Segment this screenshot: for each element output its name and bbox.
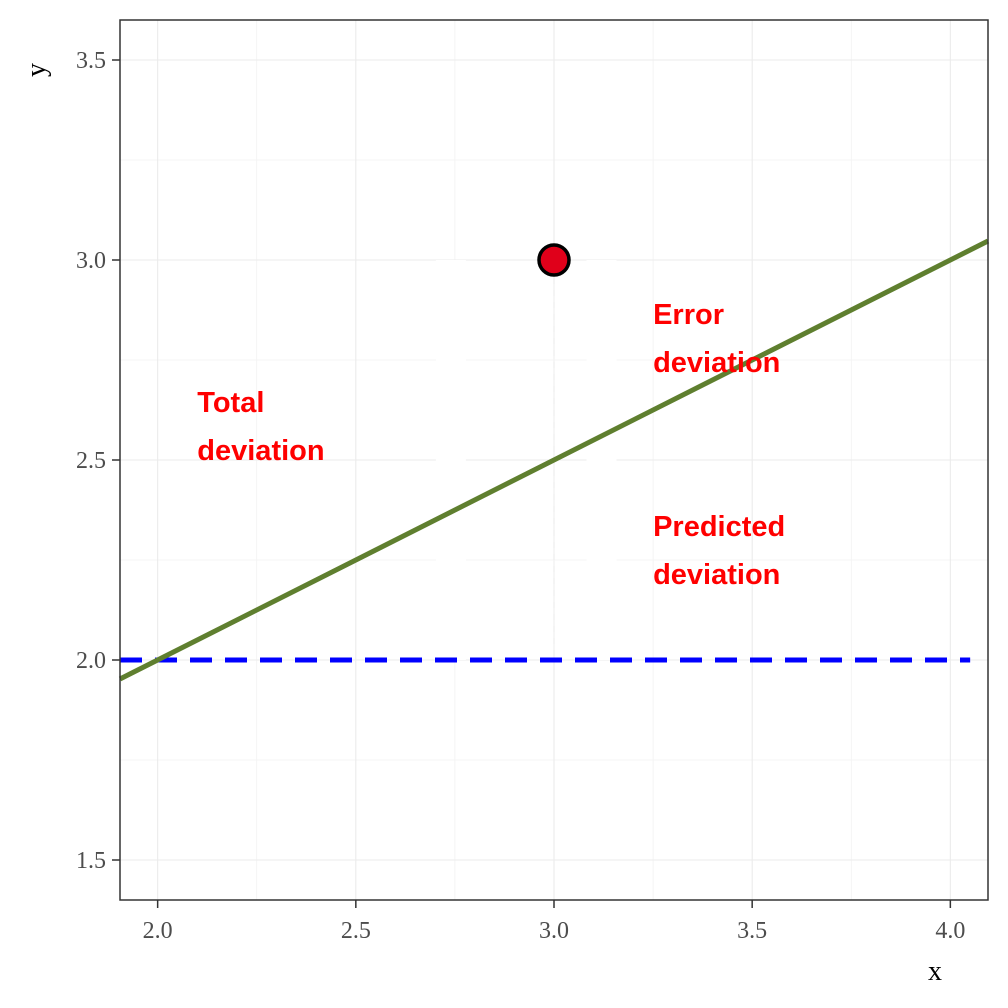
annotation-line: deviation xyxy=(197,435,324,467)
y-tick-label: 3.0 xyxy=(76,248,106,274)
y-axis-title: y xyxy=(21,63,52,77)
x-tick-label: 2.0 xyxy=(143,918,173,944)
annotations: Total deviation Error deviation Predicted dev… xyxy=(197,299,785,591)
annotation-text: Total deviation xyxy=(197,387,324,467)
regression-line xyxy=(118,238,990,682)
hidden-deviation-segments xyxy=(435,260,617,660)
annotation-line: deviation xyxy=(653,559,780,591)
annotation-text: Predicted deviation xyxy=(653,511,785,591)
annotation-line: Error xyxy=(653,299,724,331)
x-tick-label: 3.0 xyxy=(539,918,569,944)
annotation-text: Error deviation xyxy=(653,299,780,379)
annotation-line: deviation xyxy=(653,347,780,379)
y-tick-label: 2.0 xyxy=(76,648,106,674)
y-tick-label: 1.5 xyxy=(76,848,106,874)
y-tick-label: 3.5 xyxy=(76,48,106,74)
x-axis-title: x xyxy=(928,956,942,987)
annotation-line: Predicted xyxy=(653,511,785,543)
x-tick-label: 2.5 xyxy=(341,918,371,944)
data-point xyxy=(537,243,571,277)
y-tick-label: 2.5 xyxy=(76,448,106,474)
x-tick-label: 4.0 xyxy=(935,918,965,944)
annotation-line: Total xyxy=(197,387,264,419)
x-tick-label: 3.5 xyxy=(737,918,767,944)
x-axis: 2.0 2.5 3.0 3.5 4.0 xyxy=(143,900,965,944)
y-axis: 1.5 2.0 2.5 3.0 3.5 xyxy=(76,48,120,874)
